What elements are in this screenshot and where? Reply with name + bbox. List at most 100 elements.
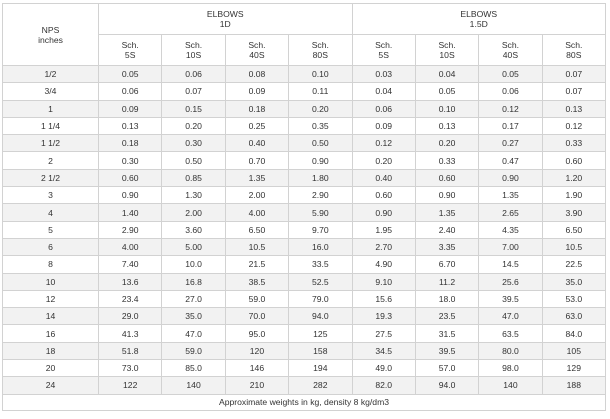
weight-cell: 0.09 [224,82,290,101]
weight-cell: 0.07 [541,64,607,84]
weight-cell: 0.20 [351,151,416,170]
weight-cell: 0.20 [288,99,353,118]
weight-cell: 23.5 [414,307,480,326]
weight-cell: 0.03 [351,64,416,84]
weight-cell: 0.50 [161,151,226,170]
nps-size-cell: 3/4 [2,82,99,101]
weight-cell: 0.09 [97,99,163,118]
weight-cell: 0.17 [478,116,543,136]
weight-cell: 0.05 [97,64,163,84]
weight-cell: 122 [97,376,163,395]
weight-cell: 4.00 [97,237,163,257]
weight-cell: 84.0 [541,324,607,343]
weight-cell: 0.06 [161,64,226,84]
weight-cell: 0.18 [224,99,290,118]
schedule-header-cell: Sch. 10S [414,34,480,66]
weight-cell: 9.70 [288,220,353,239]
nps-size-cell: 5 [2,220,99,239]
nps-size-cell: 14 [2,307,99,326]
weight-cell: 0.30 [161,134,226,153]
table-row: 12 23.4 27.0 59.0 79.0 15.6 18.0 39.5 53.0 [2,289,607,309]
weight-cell: 282 [288,376,353,395]
weight-cell: 5.90 [288,203,353,222]
weight-cell: 16.8 [161,272,226,291]
weight-cell: 0.07 [161,82,226,101]
schedule-sch-label: Sch. [311,40,329,50]
weight-cell: 0.08 [224,64,290,84]
weight-cell: 140 [161,376,226,395]
weight-cell: 34.5 [351,341,416,361]
weight-cell: 0.12 [541,116,607,136]
table-row: 10 13.6 16.8 38.5 52.5 9.10 11.2 25.6 35.0 [2,272,607,291]
weight-cell: 13.6 [97,272,163,291]
nps-size-cell: 2 [2,151,99,170]
weight-cell: 39.5 [414,341,480,361]
nps-size-cell: 10 [2,272,99,291]
weight-cell: 10.5 [224,237,290,257]
weight-cell: 57.0 [414,359,480,378]
weight-cell: 0.33 [414,151,480,170]
weight-cell: 0.60 [351,186,416,205]
nps-header: NPS inches [2,3,99,66]
schedule-header-cell: Sch. 40S [478,34,543,66]
weight-cell: 35.0 [541,272,607,291]
weight-cell: 22.5 [541,255,607,274]
elbows-15d-line2: 1.5D [469,19,488,29]
weight-cell: 10.5 [541,237,607,257]
weight-cell: 0.60 [97,168,163,188]
table-row: 8 7.40 10.0 21.5 33.5 4.90 6.70 14.5 22.5 [2,255,607,274]
weight-cell: 0.07 [541,82,607,101]
weight-cell: 63.0 [541,307,607,326]
weight-cell: 0.40 [351,168,416,188]
weight-cell: 2.00 [224,186,290,205]
weight-cell: 105 [541,341,607,361]
nps-size-cell: 20 [2,359,99,378]
schedule-sch-label: Sch. [248,40,266,50]
footer-row: Approximate weights in kg, density 8 kg/… [2,393,606,411]
nps-size-cell: 1/2 [2,64,99,84]
weight-cell: 0.50 [288,134,353,153]
weight-cell: 25.6 [478,272,543,291]
nps-size-cell: 18 [2,341,99,361]
weight-cell: 94.0 [414,376,480,395]
weight-cell: 59.0 [224,289,290,309]
weight-cell: 14.5 [478,255,543,274]
weight-cell: 0.12 [351,134,416,153]
nps-size-cell: 1 [2,99,99,118]
weight-cell: 49.0 [351,359,416,378]
weight-cell: 0.70 [224,151,290,170]
weight-cell: 0.05 [478,64,543,84]
weight-cell: 16.0 [288,237,353,257]
weight-cell: 0.09 [351,116,416,136]
weight-cell: 0.90 [288,151,353,170]
weight-cell: 188 [541,376,607,395]
nps-header-line1: NPS [41,24,60,35]
weight-cell: 0.06 [351,99,416,118]
elbow-weights-table: NPS inches ELBOWS 1D ELBOWS 1.5D Sch. 5S S… [2,3,607,411]
weight-cell: 2.70 [351,237,416,257]
table-row: 20 73.0 85.0 146 194 49.0 57.0 98.0 129 [2,359,607,378]
weight-cell: 47.0 [161,324,226,343]
weight-cell: 210 [224,376,290,395]
schedule-value-label: 10S [185,50,202,60]
weight-cell: 33.5 [288,255,353,274]
nps-size-cell: 1 1/4 [2,116,99,136]
schedule-value-label: 80S [566,50,582,60]
weight-cell: 129 [541,359,607,378]
elbows-15d-line1: ELBOWS [460,9,498,19]
weight-cell: 0.05 [414,82,480,101]
schedule-header-cell: Sch. 40S [224,34,290,66]
schedule-value-label: 10S [439,50,455,60]
schedule-value-label: 5S [124,50,136,60]
schedule-header-cell: Sch. 10S [161,34,226,66]
weight-cell: 39.5 [478,289,543,309]
weight-cell: 18.0 [414,289,480,309]
weight-cell: 0.30 [97,151,163,170]
table-row: 2 1/2 0.60 0.85 1.35 1.80 0.40 0.60 0.90 1.20 [2,168,607,188]
weight-cell: 1.80 [288,168,353,188]
table-header-row: NPS inches ELBOWS 1D ELBOWS 1.5D [2,3,606,66]
weight-cell: 6.50 [541,220,607,239]
weight-cell: 2.00 [161,203,226,222]
weight-cell: 6.70 [414,255,480,274]
table-row: 14 29.0 35.0 70.0 94.0 19.3 23.5 47.0 63.0 [2,307,607,326]
